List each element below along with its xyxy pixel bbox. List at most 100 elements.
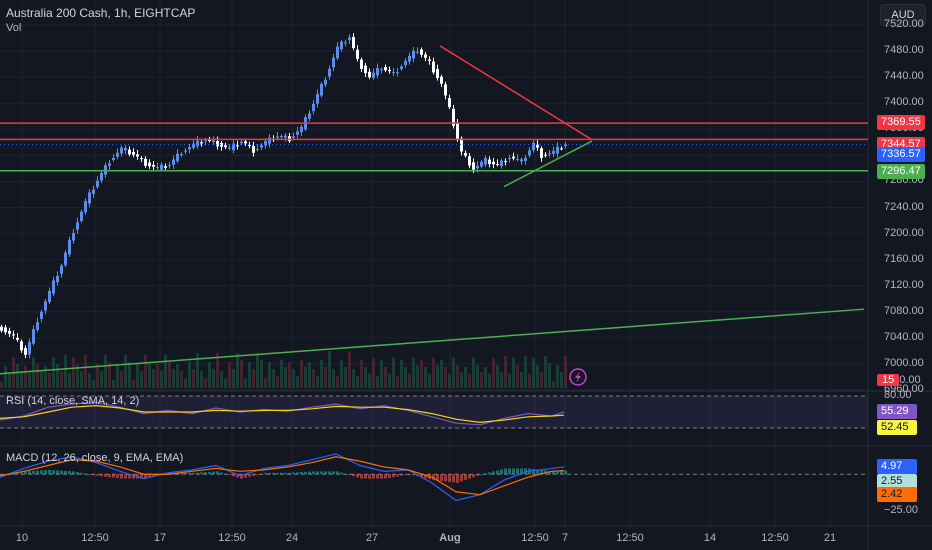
volume-bar [72, 357, 75, 388]
volume-bar [220, 371, 223, 388]
candle-body [372, 72, 375, 78]
macd-hist-bar [8, 474, 11, 476]
macd-hist-bar [16, 472, 19, 475]
volume-bar [100, 371, 103, 388]
candle-body [464, 153, 467, 156]
currency-button[interactable]: AUD [880, 4, 926, 26]
candle-body [176, 153, 179, 162]
volume-bar [384, 367, 387, 388]
volume-bar [188, 362, 191, 388]
candle-body [492, 161, 495, 165]
candle-body [316, 93, 319, 104]
macd-hist-bar [188, 472, 191, 475]
macd-hist-bar [152, 474, 155, 477]
volume-bar [304, 367, 307, 388]
volume-bar [408, 374, 411, 388]
macd-hist-bar [492, 471, 495, 475]
macd-hist-bar [504, 468, 507, 475]
volume-bar [44, 366, 47, 388]
candle-body [500, 160, 503, 167]
candle-body [236, 145, 239, 147]
volume-bar [496, 365, 499, 388]
candle-body [120, 147, 123, 154]
candle-body [12, 334, 15, 336]
macd-hist-bar [180, 472, 183, 475]
volume-bar [112, 380, 115, 388]
candle-body [0, 326, 3, 331]
candle-body [200, 142, 203, 144]
volume-bar [448, 374, 451, 388]
volume-bar [120, 371, 123, 388]
volume-bar [376, 376, 379, 388]
macd-hist-bar [72, 471, 75, 475]
macd-hist-bar [408, 474, 411, 476]
macd-hist-bar [68, 471, 71, 475]
volume-bar [60, 371, 63, 388]
candle-body [408, 55, 411, 62]
volume-bar [168, 362, 171, 388]
volume-bar [420, 360, 423, 388]
candle-body [156, 167, 159, 169]
candle-body [484, 157, 487, 165]
volume-bar [356, 376, 359, 388]
volume-bar [540, 372, 543, 388]
macd-hist-bar [220, 472, 223, 475]
candle-body [240, 141, 243, 144]
time-tick-label: 12:50 [521, 532, 549, 544]
candle-body [524, 157, 527, 161]
macd-hist-bar [28, 471, 31, 475]
macd-hist-bar [112, 474, 115, 478]
candle-body [296, 131, 299, 135]
candle-body [400, 66, 403, 69]
macd-hist-bar [84, 473, 87, 475]
time-tick-label: Aug [439, 532, 461, 544]
candle-body [248, 145, 251, 147]
volume-bar [364, 367, 367, 388]
volume-bar [260, 360, 263, 388]
macd-hist-bar [20, 472, 23, 475]
macd-hist-bar [56, 470, 59, 475]
macd-hist-bar [308, 471, 311, 475]
candle-body [16, 337, 19, 340]
volume-bar [196, 353, 199, 388]
candle-body [224, 145, 227, 148]
candle-body [340, 41, 343, 50]
volume-bar [452, 358, 455, 388]
volume-bar [536, 365, 539, 388]
volume-bar [32, 357, 35, 388]
candle-body [416, 51, 419, 53]
macd-hist-bar [128, 474, 131, 479]
volume-bar [400, 360, 403, 388]
price-candles [0, 33, 567, 359]
volume-bar [152, 369, 155, 388]
macd-hist-bar [32, 470, 35, 475]
volume-bar [296, 376, 299, 388]
macd-hist-bar [328, 471, 331, 475]
candle-body [512, 156, 515, 159]
macd-hist-bar [484, 473, 487, 475]
macd-hist-bar [520, 468, 523, 475]
candle-body [356, 49, 359, 59]
candle-body [196, 140, 199, 147]
volume-bar [500, 372, 503, 388]
volume-bar [92, 380, 95, 388]
macd-hist-bar [380, 474, 383, 479]
candle-body [556, 146, 559, 154]
volume-bar [564, 356, 567, 388]
candle-body [48, 290, 51, 303]
volume-bar [428, 374, 431, 388]
macd-hist-bar [396, 474, 399, 477]
macd-hist-bar [556, 471, 559, 475]
candle-body [440, 76, 443, 84]
volume-bar [424, 367, 427, 388]
candle-body [532, 142, 535, 151]
volume-bar [80, 371, 83, 388]
macd-hist-bar [480, 474, 483, 476]
macd-hist-bar [316, 471, 319, 475]
candle-body [300, 126, 303, 133]
candle-body [56, 275, 59, 283]
rsi-tick-label: 80.00 [884, 389, 912, 401]
candle-body [180, 154, 183, 156]
volume-tag: 15 0.00 [877, 373, 921, 388]
